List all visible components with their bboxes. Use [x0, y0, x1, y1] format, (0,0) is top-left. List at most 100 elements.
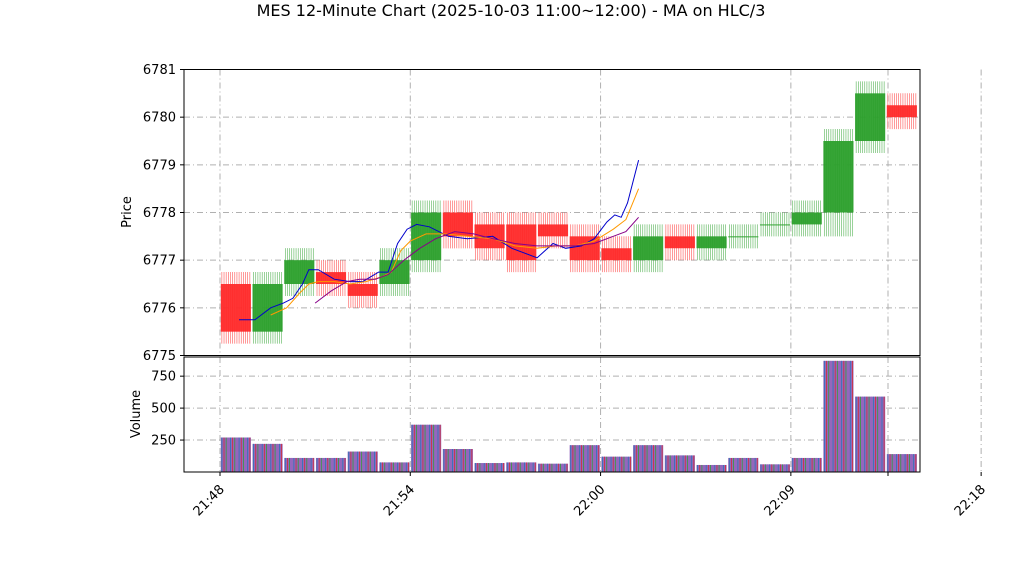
ohlc-bar-down	[664, 224, 695, 261]
ohlc-body	[664, 236, 695, 249]
price-tick-label: 6780	[143, 111, 176, 126]
ohlc-bar-down	[347, 272, 378, 308]
volume-body	[728, 457, 759, 472]
ohlc-body	[315, 272, 347, 284]
volume-frame	[183, 356, 921, 473]
volume-bar	[569, 445, 600, 472]
volume-body	[284, 457, 315, 472]
volume-bar	[601, 456, 632, 472]
ohlc-bar-up	[759, 212, 791, 237]
volume-bar	[633, 445, 664, 472]
volume-body	[823, 360, 854, 472]
volume-body	[347, 451, 378, 472]
volume-bar	[506, 462, 537, 472]
volume-bar	[696, 464, 727, 472]
volume-body	[791, 457, 822, 472]
ma-line	[239, 159, 640, 321]
ohlc-body	[728, 236, 759, 238]
ohlc-bar-down	[886, 93, 917, 130]
chart-title: MES 12-Minute Chart (2025-10-03 11:00~12…	[257, 1, 766, 20]
ohlc-bar-up	[633, 224, 664, 273]
ohlc-bar-up	[411, 200, 442, 273]
ohlc-bar-up	[823, 129, 854, 237]
ohlc-bar-up	[252, 272, 283, 344]
ma-line	[314, 216, 639, 304]
ohlc-body	[791, 212, 822, 225]
volume-tick-label: 750	[151, 370, 176, 385]
volume-body	[315, 457, 347, 472]
ohlc-bar-up	[728, 224, 759, 249]
volume-panel: 250 500 750 Volume	[129, 356, 982, 473]
ohlc-body	[411, 212, 442, 261]
ohlc-body	[601, 248, 632, 261]
ohlc-bar-down	[537, 212, 569, 249]
ohlc-bar-up	[791, 200, 822, 237]
volume-body	[601, 456, 632, 472]
price-tick-label: 6781	[143, 63, 176, 78]
volume-bar	[791, 457, 822, 472]
volume-bar	[379, 462, 410, 472]
ohlc-body	[696, 236, 727, 249]
ohlc-bar-down	[601, 236, 632, 273]
volume-bar	[728, 457, 759, 472]
volume-bar	[411, 424, 442, 472]
volume-body	[252, 443, 283, 472]
volume-bar	[442, 449, 473, 472]
volume-tick-label: 250	[151, 434, 176, 449]
ohlc-body	[823, 141, 854, 213]
x-tick-label: 21:48	[191, 482, 228, 519]
ohlc-bar-down	[569, 224, 600, 273]
volume-bar	[855, 396, 886, 472]
ohlc-body	[633, 236, 664, 261]
volume-body	[759, 464, 791, 472]
volume-bar	[220, 437, 251, 472]
ohlc-body	[252, 284, 283, 332]
volume-body	[506, 462, 537, 472]
price-tick-label: 6779	[143, 158, 176, 173]
ohlc-body	[220, 284, 251, 332]
volume-body	[411, 424, 442, 472]
ohlc-body	[886, 105, 917, 118]
volume-bar	[347, 451, 378, 472]
ohlc-bar-up	[284, 248, 315, 296]
ohlc-body	[855, 93, 886, 141]
volume-bar	[664, 455, 695, 472]
volume-bar	[759, 464, 791, 472]
price-tick-label: 6777	[143, 254, 176, 269]
x-tick-label: 22:00	[571, 482, 608, 519]
ohlc-body	[347, 284, 378, 296]
volume-bar	[537, 463, 569, 472]
x-tick-label: 21:54	[381, 482, 418, 519]
volume-bar	[474, 463, 505, 472]
ohlc-bar-up	[855, 81, 886, 153]
volume-body	[633, 445, 664, 472]
volume-body	[442, 449, 473, 472]
x-tick-label: 22:18	[952, 482, 989, 519]
volume-body	[379, 462, 410, 472]
volume-axis-label: Volume	[129, 390, 144, 438]
volume-tick-label: 500	[151, 402, 176, 417]
volume-body	[537, 463, 569, 472]
price-tick-label: 6776	[143, 301, 176, 316]
volume-body	[220, 437, 251, 472]
ohlc-bar-down	[220, 272, 251, 344]
price-axis-label: Price	[120, 196, 135, 228]
price-panel: 6775 6776 6777 6778 6779 6780 6781 Price	[120, 63, 982, 364]
volume-bar	[886, 454, 917, 472]
volume-body	[664, 455, 695, 472]
volume-bar	[284, 457, 315, 472]
volume-bar	[315, 457, 347, 472]
volume-body	[696, 464, 727, 472]
x-tick-label: 22:09	[762, 482, 799, 519]
volume-body	[855, 396, 886, 472]
ohlc-bar-up	[696, 224, 727, 261]
price-tick-label: 6775	[143, 349, 176, 364]
ohlc-bar-down	[442, 200, 473, 249]
volume-bar	[823, 360, 854, 472]
volume-body	[569, 445, 600, 472]
volume-body	[886, 454, 917, 472]
ohlc-body	[759, 224, 791, 226]
price-tick-label: 6778	[143, 206, 176, 221]
